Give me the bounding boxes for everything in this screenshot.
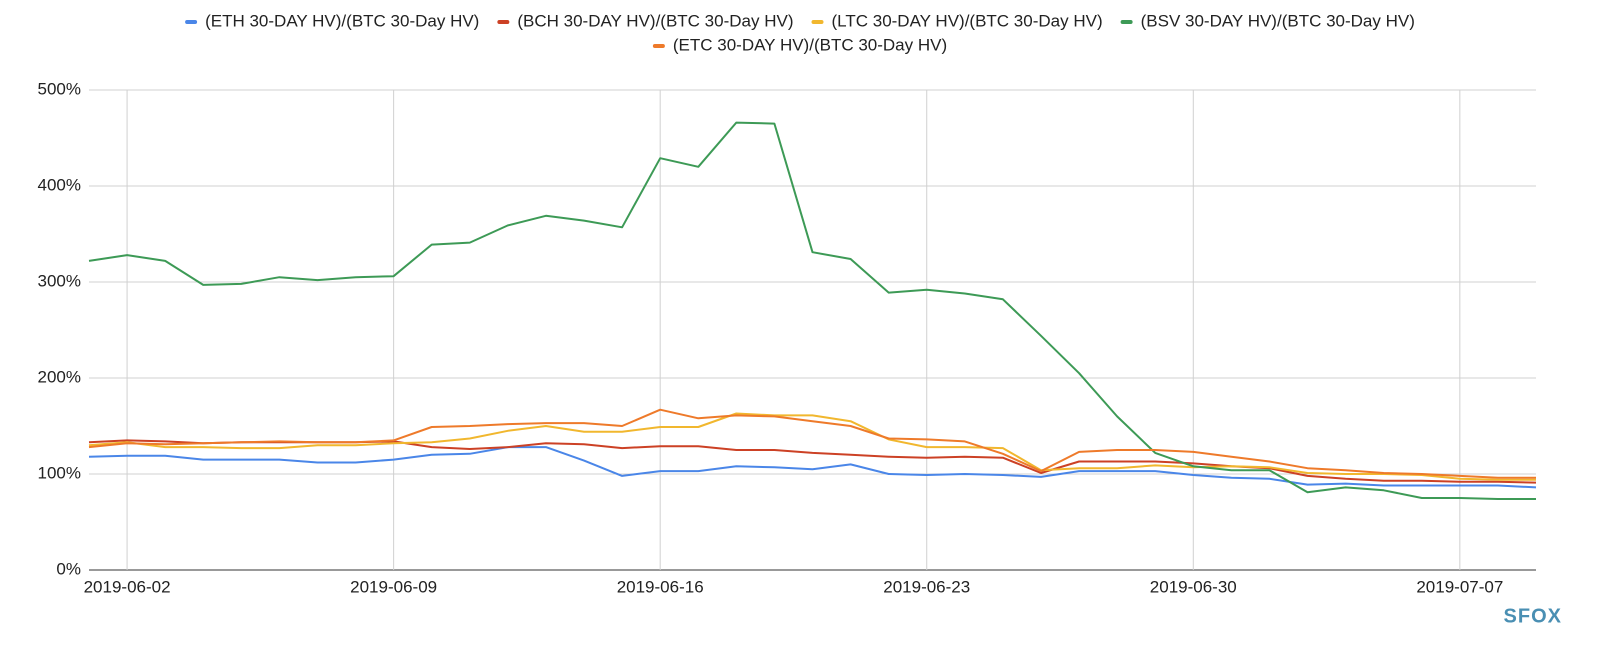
y-tick-label: 300%: [38, 271, 81, 290]
legend-swatch: [652, 44, 665, 48]
x-tick-label: 2019-06-02: [84, 577, 171, 596]
legend-label: (ETC 30-DAY HV)/(BTC 30-Day HV): [673, 35, 947, 54]
x-tick-label: 2019-06-09: [350, 577, 437, 596]
y-tick-label: 0%: [56, 559, 81, 578]
x-tick-label: 2019-06-23: [883, 577, 970, 596]
logo: SFOX: [1504, 605, 1562, 627]
y-tick-label: 100%: [38, 463, 81, 482]
y-tick-label: 200%: [38, 367, 81, 386]
legend-swatch: [1120, 20, 1133, 24]
legend-label: (BSV 30-DAY HV)/(BTC 30-Day HV): [1141, 11, 1415, 30]
x-tick-label: 2019-07-07: [1416, 577, 1503, 596]
legend-swatch: [185, 20, 198, 24]
legend-swatch: [811, 20, 824, 24]
legend-swatch: [497, 20, 510, 24]
series-line: [88, 412, 1536, 481]
legend-label: (BCH 30-DAY HV)/(BTC 30-Day HV): [517, 11, 793, 30]
series-line: [88, 446, 1537, 489]
series-line: [88, 121, 1536, 500]
y-tick-label: 500%: [38, 79, 81, 98]
y-tick-label: 400%: [38, 175, 81, 194]
x-tick-label: 2019-06-16: [617, 577, 704, 596]
x-tick-label: 2019-06-30: [1150, 577, 1237, 596]
legend-label: (ETH 30-DAY HV)/(BTC 30-Day HV): [205, 11, 479, 30]
series-line: [88, 408, 1536, 479]
legend-label: (LTC 30-DAY HV)/(BTC 30-Day HV): [832, 11, 1103, 30]
